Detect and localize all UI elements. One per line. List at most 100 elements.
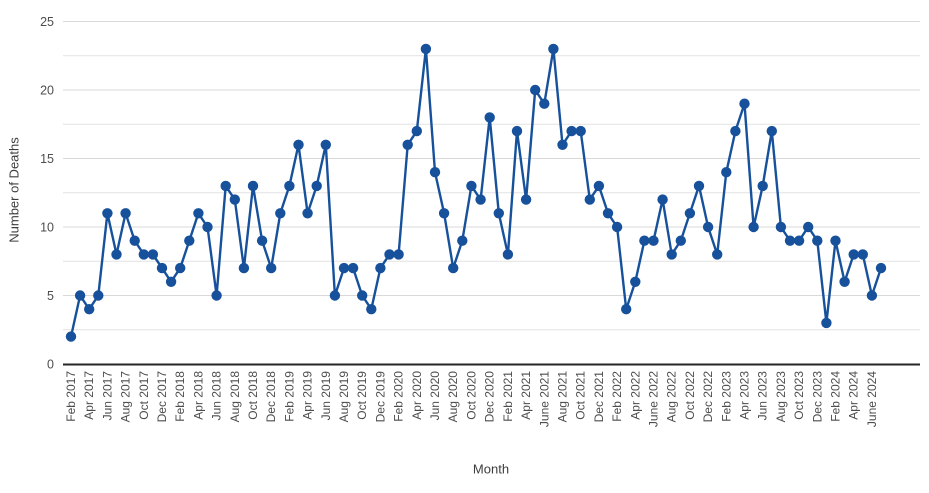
x-tick-label: Apr 2020 — [410, 371, 424, 420]
y-axis-title: Number of Deaths — [6, 137, 22, 243]
x-tick-label: Dec 2017 — [155, 371, 169, 423]
x-tick-labels: Feb 2017 Apr 2017 Jun 2017 Aug 2017 Oct 2017… — [64, 371, 879, 427]
x-tick-label: Jun 2019 — [319, 371, 333, 421]
data-point — [193, 208, 204, 219]
data-point — [739, 98, 750, 109]
x-tick-label: Dec 2020 — [483, 371, 497, 423]
x-tick-label: Feb 2024 — [829, 371, 843, 422]
data-point — [602, 208, 614, 219]
data-point — [784, 235, 796, 246]
data-point — [748, 221, 759, 233]
data-point — [384, 249, 395, 260]
x-tick-label: Aug 2019 — [337, 371, 351, 423]
x-tick-label: Oct 2023 — [792, 371, 806, 420]
x-tick-label: Oct 2020 — [464, 371, 478, 420]
data-point — [657, 194, 668, 205]
x-tick-label: Oct 2017 — [137, 371, 151, 420]
data-point — [93, 290, 104, 301]
x-tick-label: Dec 2023 — [810, 371, 824, 423]
data-point — [684, 208, 696, 219]
x-tick-label: Dec 2018 — [264, 371, 278, 423]
data-point — [184, 235, 195, 246]
data-point — [466, 180, 477, 192]
data-point — [484, 112, 495, 123]
x-axis-title: Month — [472, 461, 510, 477]
data-point — [511, 125, 523, 137]
x-tick-label: Jun 2023 — [756, 371, 770, 421]
x-tick-label: Jun 2020 — [428, 371, 442, 421]
data-point — [548, 43, 559, 55]
x-tick-label: Feb 2017 — [64, 371, 78, 422]
x-tick-label: Aug 2018 — [228, 371, 242, 423]
data-point — [357, 290, 368, 301]
data-point — [165, 276, 177, 287]
data-point — [284, 180, 295, 192]
data-point — [648, 235, 659, 246]
x-tick-label: Aug 2017 — [119, 371, 133, 423]
y-tick-labels: 0 5 10 15 20 25 — [40, 15, 54, 371]
data-point — [839, 276, 850, 287]
x-tick-label: Oct 2018 — [246, 371, 260, 420]
data-point — [311, 180, 322, 192]
data-point — [411, 125, 422, 137]
data-point — [320, 139, 331, 150]
data-point — [721, 167, 732, 178]
y-tick-label: 25 — [40, 15, 54, 29]
x-tick-label: Feb 2021 — [501, 371, 515, 422]
data-point — [539, 98, 550, 109]
y-tick-label: 20 — [40, 83, 54, 97]
data-point — [493, 208, 504, 219]
x-tick-label: Dec 2021 — [592, 371, 606, 423]
data-point — [857, 249, 868, 260]
x-tick-label: Aug 2020 — [446, 371, 460, 423]
x-tick-label: Feb 2020 — [392, 371, 406, 422]
x-tick-label: Jun 2018 — [210, 371, 224, 421]
data-point — [630, 276, 641, 287]
x-tick-label: Apr 2022 — [628, 371, 642, 420]
data-point — [347, 262, 359, 274]
data-point — [338, 262, 350, 274]
x-tick-label: June 2022 — [647, 371, 661, 427]
data-point — [366, 304, 377, 315]
data-point — [557, 139, 568, 150]
y-tick-label: 5 — [47, 289, 54, 303]
x-tick-label: Apr 2018 — [191, 371, 205, 420]
data-point — [275, 208, 286, 219]
data-point — [229, 194, 240, 205]
data-point-markers — [65, 43, 887, 342]
data-point — [812, 235, 823, 246]
x-tick-label: Oct 2021 — [574, 371, 588, 420]
data-point — [393, 249, 404, 260]
data-point — [457, 235, 468, 246]
data-point — [621, 304, 632, 315]
data-point — [138, 249, 149, 260]
data-point — [793, 235, 805, 246]
x-tick-label: Oct 2019 — [355, 371, 369, 420]
x-tick-label: Apr 2024 — [847, 371, 861, 420]
x-tick-label: Apr 2023 — [738, 371, 752, 420]
data-point — [821, 317, 832, 329]
data-point — [584, 194, 595, 205]
data-point — [712, 249, 723, 260]
x-tick-label: Apr 2021 — [519, 371, 533, 420]
x-tick-label: Apr 2019 — [301, 371, 315, 420]
data-point — [675, 235, 686, 246]
y-tick-label: 10 — [40, 220, 54, 234]
y-tick-label: 15 — [40, 152, 54, 166]
data-point — [84, 304, 95, 315]
x-tick-label: Apr 2017 — [82, 371, 96, 420]
x-tick-label: Dec 2022 — [701, 371, 715, 423]
data-point — [120, 208, 131, 219]
data-point — [147, 249, 159, 260]
data-point — [420, 43, 432, 55]
data-point — [593, 180, 605, 192]
data-point — [693, 180, 705, 192]
data-point — [803, 221, 814, 233]
data-point — [520, 194, 532, 205]
x-tick-label: Aug 2023 — [774, 371, 788, 423]
x-tick-label: June 2021 — [537, 371, 551, 427]
x-tick-label: Jun 2017 — [100, 371, 114, 421]
data-point — [202, 221, 213, 233]
data-point — [702, 221, 714, 233]
